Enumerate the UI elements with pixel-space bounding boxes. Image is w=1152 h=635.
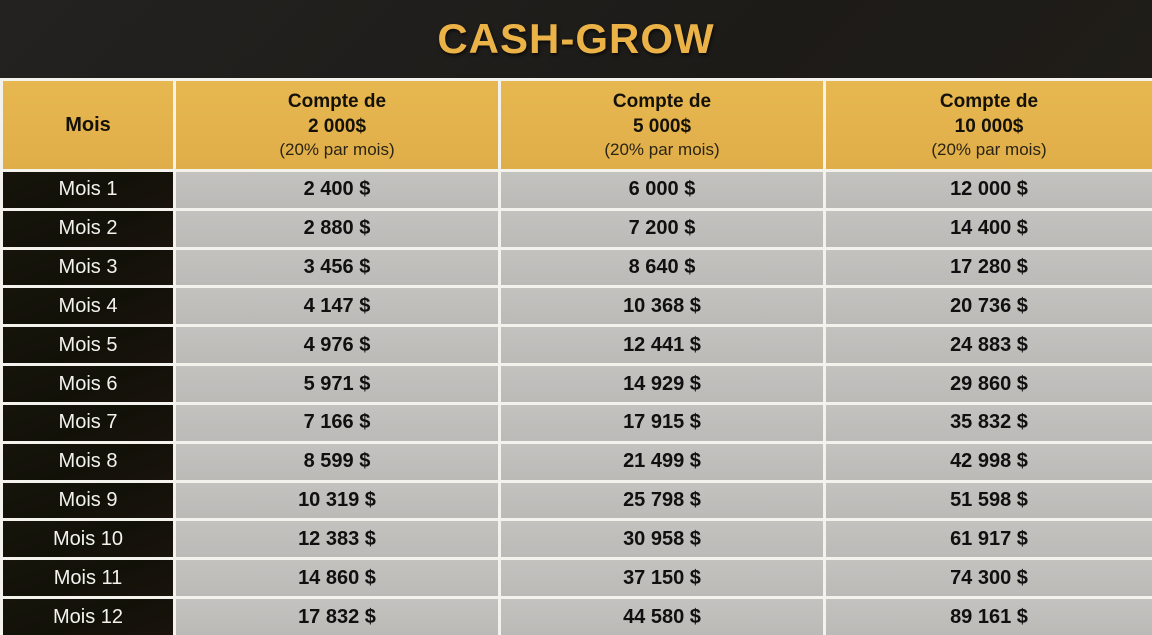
value-mois-11-account-2000: 14 860 $ (176, 560, 498, 597)
row-label-mois-5: Mois 5 (3, 327, 173, 364)
value-mois-1-account-2000: 2 400 $ (176, 172, 498, 208)
value-mois-2-account-2000: 2 880 $ (176, 210, 498, 247)
row-label-mois-1: Mois 1 (3, 172, 173, 208)
header-account-5000-line1: Compte de (612, 90, 712, 112)
row-label-mois-4: Mois 4 (3, 288, 173, 325)
header-mois: Mois (3, 81, 173, 169)
value-mois-12-account-2000: 17 832 $ (176, 599, 498, 635)
value-mois-2-account-5000: 7 200 $ (501, 210, 823, 247)
value-mois-8-account-2000: 8 599 $ (176, 443, 498, 480)
header-account-10000: Compte de 10 000$ (20% par mois) (826, 81, 1152, 169)
value-mois-4-account-5000: 10 368 $ (501, 288, 823, 325)
value-mois-5-account-10000: 24 883 $ (826, 327, 1152, 364)
value-mois-9-account-5000: 25 798 $ (501, 482, 823, 519)
value-mois-7-account-5000: 17 915 $ (501, 404, 823, 441)
header-account-2000: Compte de 2 000$ (20% par mois) (176, 81, 498, 169)
value-mois-10-account-2000: 12 383 $ (176, 521, 498, 558)
value-mois-7-account-2000: 7 166 $ (176, 404, 498, 441)
row-label-mois-12: Mois 12 (3, 599, 173, 635)
header-account-10000-rate: (20% par mois) (931, 139, 1047, 159)
value-mois-12-account-5000: 44 580 $ (501, 599, 823, 635)
value-mois-6-account-10000: 29 860 $ (826, 366, 1152, 402)
value-mois-2-account-10000: 14 400 $ (826, 210, 1152, 247)
value-mois-10-account-5000: 30 958 $ (501, 521, 823, 558)
value-mois-3-account-10000: 17 280 $ (826, 249, 1152, 286)
header-account-2000-rate: (20% par mois) (279, 139, 395, 159)
value-mois-11-account-5000: 37 150 $ (501, 560, 823, 597)
value-mois-5-account-5000: 12 441 $ (501, 327, 823, 364)
value-mois-4-account-2000: 4 147 $ (176, 288, 498, 325)
header-account-10000-line1: Compte de (939, 90, 1039, 112)
growth-table: Mois Compte de 2 000$ (20% par mois) Com… (0, 78, 1152, 635)
value-mois-12-account-10000: 89 161 $ (826, 599, 1152, 635)
value-mois-9-account-2000: 10 319 $ (176, 482, 498, 519)
header-account-2000-amount: 2 000$ (307, 115, 367, 137)
row-label-mois-9: Mois 9 (3, 482, 173, 519)
value-mois-8-account-5000: 21 499 $ (501, 443, 823, 480)
row-label-mois-6: Mois 6 (3, 366, 173, 402)
value-mois-10-account-10000: 61 917 $ (826, 521, 1152, 558)
row-label-mois-3: Mois 3 (3, 249, 173, 286)
row-label-mois-11: Mois 11 (3, 560, 173, 597)
header-account-10000-amount: 10 000$ (954, 115, 1024, 137)
value-mois-5-account-2000: 4 976 $ (176, 327, 498, 364)
header-account-5000: Compte de 5 000$ (20% par mois) (501, 81, 823, 169)
value-mois-6-account-5000: 14 929 $ (501, 366, 823, 402)
value-mois-9-account-10000: 51 598 $ (826, 482, 1152, 519)
header-account-5000-amount: 5 000$ (632, 115, 692, 137)
row-label-mois-10: Mois 10 (3, 521, 173, 558)
value-mois-11-account-10000: 74 300 $ (826, 560, 1152, 597)
header-account-5000-rate: (20% par mois) (604, 139, 720, 159)
row-label-mois-8: Mois 8 (3, 443, 173, 480)
title-bar: CASH-GROW (0, 0, 1152, 78)
value-mois-1-account-10000: 12 000 $ (826, 172, 1152, 208)
value-mois-4-account-10000: 20 736 $ (826, 288, 1152, 325)
header-account-2000-line1: Compte de (287, 90, 387, 112)
value-mois-1-account-5000: 6 000 $ (501, 172, 823, 208)
row-label-mois-2: Mois 2 (3, 210, 173, 247)
value-mois-8-account-10000: 42 998 $ (826, 443, 1152, 480)
row-label-mois-7: Mois 7 (3, 404, 173, 441)
value-mois-3-account-5000: 8 640 $ (501, 249, 823, 286)
value-mois-3-account-2000: 3 456 $ (176, 249, 498, 286)
value-mois-6-account-2000: 5 971 $ (176, 366, 498, 402)
page-title: CASH-GROW (437, 15, 715, 62)
value-mois-7-account-10000: 35 832 $ (826, 404, 1152, 441)
